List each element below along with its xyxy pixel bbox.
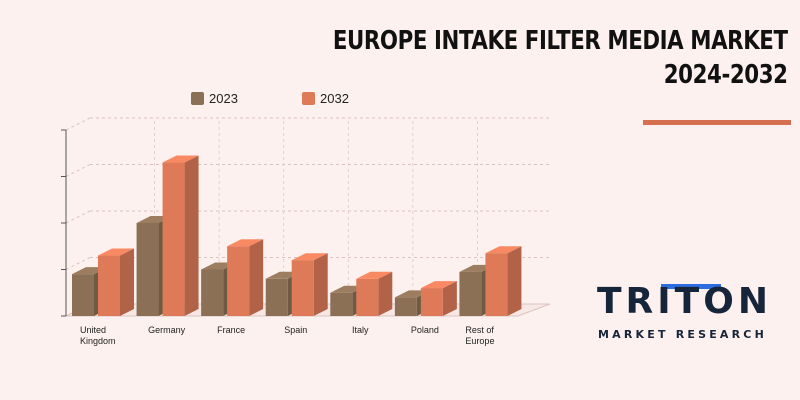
x-tick-label: Germany (148, 325, 186, 335)
bar-2032-france-top (227, 239, 264, 247)
chart-title-line1: EUROPE INTAKE FILTER MEDIA MARKET (333, 26, 788, 56)
x-tick-label-line: Germany (148, 325, 186, 335)
bar-2032-spain-side (313, 253, 328, 316)
chart-title: EUROPE INTAKE FILTER MEDIA MARKET 2024-2… (333, 24, 788, 92)
x-tick-label-line: Kingdom (80, 336, 116, 346)
x-tick-label: Poland (411, 325, 439, 335)
legend-swatch-2032 (302, 92, 315, 105)
bar-2032-poland-top (420, 281, 457, 289)
bar-2023-poland (394, 297, 417, 316)
bar-2032-united-kingdom (98, 255, 120, 316)
x-tick-label-line: France (217, 325, 245, 335)
bar-2032-germany (162, 162, 185, 316)
bar-2032-united-kingdom-top (98, 248, 134, 256)
bar-2032-rest-of-europe-side (507, 246, 522, 316)
bar-2032-united-kingdom-side (120, 248, 134, 316)
bar-2032-poland-side (442, 281, 457, 316)
x-tick-label-line: Europe (465, 336, 494, 346)
x-tick-label: France (217, 325, 245, 335)
bar-2032-italy-top (356, 271, 393, 279)
bar-2023-spain (265, 278, 288, 316)
x-tick-label: United Kingdom (80, 325, 116, 346)
bar-2032-france (227, 246, 250, 316)
logo-accent-bar (661, 284, 721, 289)
gridline-depth (65, 117, 91, 131)
triton-logo: TRITON MARKET RESEARCH (597, 282, 787, 348)
bar-2032-france-side (249, 239, 264, 316)
legend-item-2023: 2023 (191, 91, 238, 106)
gridline-depth (65, 257, 91, 270)
bar-2023-united-kingdom (72, 274, 94, 316)
bar-2032-rest-of-europe-top (485, 246, 522, 254)
gridline-depth (65, 164, 91, 177)
bar-2032-rest-of-europe (485, 253, 508, 316)
x-tick-label-line: Italy (352, 325, 369, 335)
legend-swatch-2023 (191, 92, 204, 105)
bar-2032-poland (420, 288, 443, 316)
bar-2032-italy (356, 278, 379, 316)
bar-2023-rest-of-europe (459, 271, 482, 316)
x-tick-label-line: Poland (411, 325, 439, 335)
chart-title-line2: 2024-2032 (664, 60, 788, 90)
bar-2023-france (201, 269, 224, 316)
bar-2032-spain (291, 260, 314, 316)
title-underline (643, 120, 791, 125)
bar-2032-germany-top (162, 155, 199, 163)
bar-2023-germany (136, 223, 159, 316)
logo-tagline: MARKET RESEARCH (598, 328, 767, 341)
bar-chart: United Kingdom Germany France Spain Italy Pola… (61, 117, 551, 346)
x-tick-label-line: United (80, 325, 106, 335)
legend-label-2023: 2023 (209, 91, 238, 106)
x-tick-label-line: Spain (284, 325, 307, 335)
x-tick-label: Spain (284, 325, 307, 335)
logo-wordmark: TRITON (597, 281, 772, 322)
bar-2032-germany-side (184, 155, 199, 316)
x-tick-label: Rest of Europe (465, 325, 494, 346)
legend-item-2032: 2032 (302, 91, 349, 106)
bar-2032-italy-side (378, 271, 393, 316)
bar-2032-spain-top (291, 253, 328, 261)
legend-label-2032: 2032 (320, 91, 349, 106)
x-tick-label: Italy (352, 325, 369, 335)
x-tick-label-line: Rest of (465, 325, 494, 335)
gridline-depth (65, 210, 91, 224)
bar-2023-italy (330, 292, 353, 316)
